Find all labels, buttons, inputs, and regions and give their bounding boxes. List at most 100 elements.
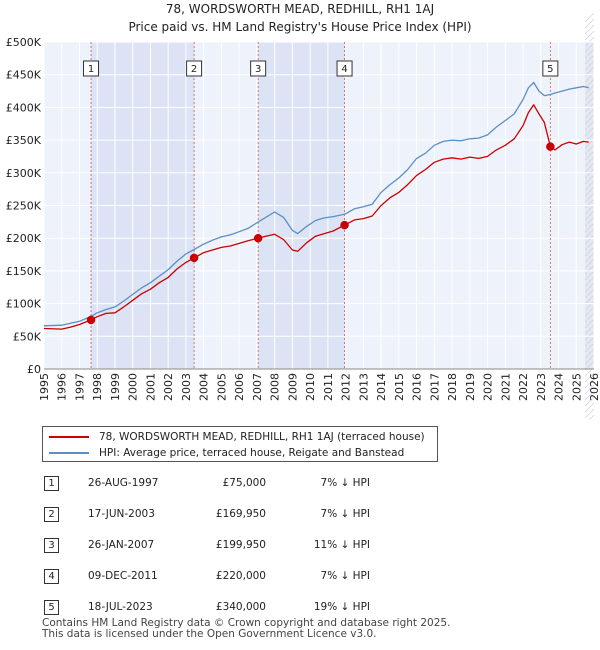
forecast-hatch-line: [584, 342, 595, 353]
sale-hpi-diff: 11% ↓ HPI: [313, 539, 370, 551]
sale-row: 1 26-AUG-1997 £75,000 7% ↓ HPI: [42, 472, 582, 503]
forecast-hatch-line: [584, 144, 595, 155]
forecast-hatch-line: [584, 156, 595, 167]
forecast-hatch-line: [584, 324, 595, 335]
sale-price: £199,950: [215, 539, 266, 551]
sale-point: [253, 233, 263, 243]
sale-marker-badge: 4: [44, 569, 59, 584]
sale-point: [546, 142, 555, 151]
forecast-hatch-line: [584, 378, 595, 389]
sale-label-box: [250, 60, 267, 77]
forecast-hatch-line: [584, 246, 595, 257]
forecast-hatch-line: [584, 288, 595, 299]
forecast-hatch-line: [584, 372, 595, 383]
forecast-hatch-line: [584, 234, 595, 245]
forecast-hatch-line: [584, 258, 595, 269]
sale-date: 18-JUL-2023: [88, 601, 153, 613]
y-tick-label: £150K: [6, 265, 42, 278]
forecast-hatch-line: [584, 78, 595, 89]
sale-price: £340,000: [215, 601, 266, 613]
x-tick-label: 1998: [91, 373, 104, 401]
legend-swatch-property: [49, 436, 89, 438]
forecast-hatch-line: [584, 228, 595, 239]
sale-label-text: 4: [341, 64, 347, 75]
sale-label-box: [83, 60, 100, 77]
forecast-hatch-line: [584, 24, 595, 35]
sale-marker-badge: 1: [44, 476, 59, 491]
sale-label-text: 1: [88, 64, 94, 75]
y-tick-label: £450K: [6, 69, 42, 82]
y-tick-label: £400K: [6, 101, 42, 114]
footer-line-1: Contains HM Land Registry data © Crown c…: [42, 617, 451, 629]
chart-svg: 78, WORDSWORTH MEAD, REDHILL, RH1 1AJ Pri…: [6, 2, 600, 425]
sale-price: £220,000: [215, 570, 266, 582]
hpi-line: [43, 81, 589, 327]
x-tick-label: 2026: [588, 373, 600, 401]
forecast-hatch-line: [584, 162, 595, 173]
forecast-hatch-line: [584, 270, 595, 281]
forecast-hatch-line: [584, 402, 595, 413]
forecast-hatch-line: [584, 294, 595, 305]
sale-marker-badge: 3: [44, 538, 59, 553]
sale-row: 3 26-JAN-2007 £199,950 11% ↓ HPI: [42, 534, 582, 565]
forecast-hatch-line: [584, 336, 595, 347]
x-tick-label: 1995: [38, 373, 51, 401]
legend-item-property: 78, WORDSWORTH MEAD, REDHILL, RH1 1AJ (t…: [49, 429, 425, 445]
chart-title: 78, WORDSWORTH MEAD, REDHILL, RH1 1AJ: [166, 2, 434, 16]
x-tick-label: 2024: [553, 373, 566, 401]
sale-hpi-diff: 7% ↓ HPI: [320, 508, 370, 520]
y-tick-label: £300K: [6, 167, 42, 180]
sale-date: 26-JAN-2007: [88, 539, 155, 551]
sales-table: 1 26-AUG-1997 £75,000 7% ↓ HPI 2 17-JUN-…: [42, 472, 582, 627]
forecast-hatch-line: [584, 300, 595, 311]
forecast-hatch-line: [584, 348, 595, 359]
forecast-hatch-line: [584, 126, 595, 137]
sale-label-text: 3: [255, 64, 261, 75]
forecast-hatch-line: [584, 264, 595, 275]
x-tick-label: 2016: [411, 373, 424, 401]
forecast-hatch-line: [584, 408, 595, 419]
x-tick-label: 2011: [322, 373, 335, 401]
x-tick-label: 2006: [233, 373, 246, 401]
forecast-hatch-line: [584, 30, 595, 41]
sale-price: £169,950: [215, 508, 266, 520]
x-tick-label: 2025: [570, 373, 583, 401]
forecast-hatch-line: [584, 186, 595, 197]
forecast-hatch-line: [584, 192, 595, 203]
x-tick-label: 2009: [286, 373, 299, 401]
forecast-hatch-line: [584, 384, 595, 395]
x-tick-label: 2004: [198, 373, 211, 401]
sale-label-box: [186, 60, 203, 77]
x-tick-label: 2008: [269, 373, 282, 401]
x-tick-label: 2001: [144, 373, 157, 401]
chart-subtitle: Price paid vs. HM Land Registry's House …: [128, 20, 471, 34]
x-tick-label: 2002: [162, 373, 175, 401]
forecast-hatch-line: [584, 84, 595, 95]
x-tick-label: 1997: [73, 373, 86, 401]
forecast-hatch-line: [584, 180, 595, 191]
y-tick-label: £200K: [6, 232, 42, 245]
sale-label-box: [336, 60, 353, 77]
x-tick-label: 2010: [304, 373, 317, 401]
sale-marker-badge: 2: [44, 507, 59, 522]
x-tick-label: 1999: [109, 373, 122, 401]
sale-date: 09-DEC-2011: [88, 570, 158, 582]
legend-label-property: 78, WORDSWORTH MEAD, REDHILL, RH1 1AJ (t…: [99, 431, 425, 443]
forecast-hatch-line: [584, 198, 595, 209]
forecast-hatch-line: [584, 240, 595, 251]
forecast-hatch-line: [584, 18, 595, 29]
legend-swatch-hpi: [49, 452, 89, 454]
forecast-hatch-line: [584, 390, 595, 401]
forecast-hatch-line: [584, 168, 595, 179]
x-tick-label: 2007: [251, 373, 264, 401]
forecast-hatch-line: [584, 60, 595, 71]
forecast-hatch-line: [584, 204, 595, 215]
x-tick-label: 2012: [340, 373, 353, 401]
chart-legend: 78, WORDSWORTH MEAD, REDHILL, RH1 1AJ (t…: [42, 426, 438, 462]
property-price-line: [43, 104, 589, 330]
sale-label-text: 2: [191, 64, 197, 75]
x-tick-label: 2013: [357, 373, 370, 401]
sale-point: [189, 253, 199, 263]
x-tick-label: 2015: [393, 373, 406, 401]
sale-hpi-diff: 7% ↓ HPI: [320, 570, 370, 582]
